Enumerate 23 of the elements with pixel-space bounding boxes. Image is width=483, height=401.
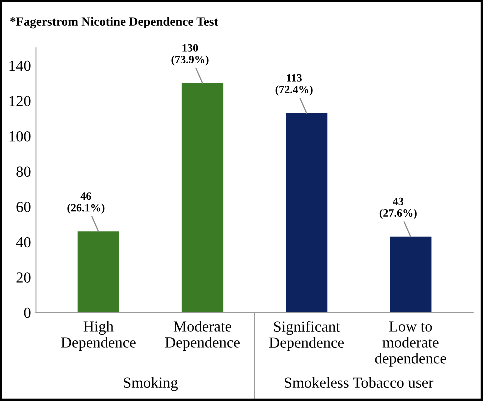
y-tick-label: 20 <box>16 272 31 283</box>
x-tick-label: Low to moderate dependence <box>375 322 446 367</box>
text: Smokeless Tobacco user <box>285 377 434 388</box>
y-tick-label: 0 <box>24 308 31 318</box>
bar <box>286 113 328 313</box>
y-tick-label: 100 <box>10 131 31 142</box>
chart-title: *Fagerstrom Nicotine Dependence Test <box>10 17 218 29</box>
y-tick-label: 80 <box>16 166 31 178</box>
data-label: 46 (26.1%) <box>68 192 105 214</box>
data-label: 43 (27.6%) <box>380 198 417 220</box>
bar <box>78 232 120 313</box>
data-label: 113 (72.4%) <box>276 74 313 96</box>
x-tick-label: Significant Dependence <box>270 321 344 352</box>
y-tick-label: 40 <box>16 237 31 248</box>
x-tick-label: Moderate Dependence <box>165 321 240 351</box>
bar <box>390 236 432 313</box>
data-label: 130 (73.9%) <box>172 44 209 66</box>
text: Smoking <box>124 377 178 392</box>
y-tick-label: 140 <box>10 60 31 72</box>
y-tick-label: 120 <box>10 96 31 107</box>
bar <box>182 83 224 313</box>
y-tick-label: 60 <box>16 202 31 212</box>
x-tick-label: High Dependence <box>61 321 136 351</box>
